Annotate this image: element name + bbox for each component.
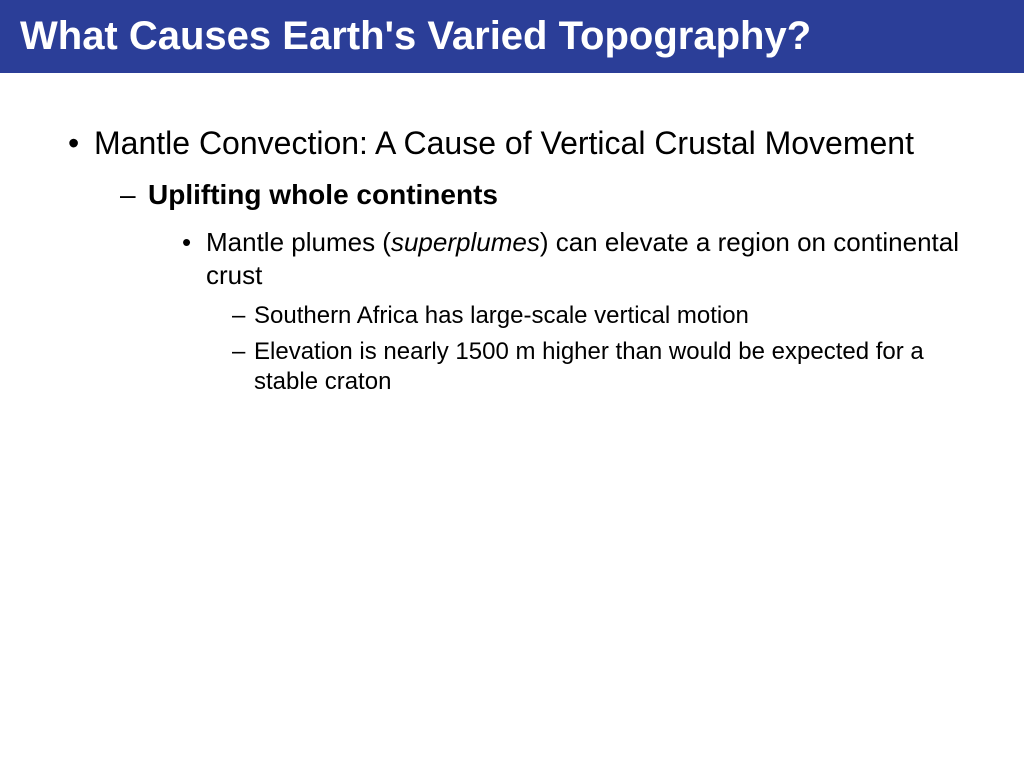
bullet-l4-item-2: Elevation is nearly 1500 m higher than w…	[228, 337, 964, 397]
bullet-list-l1: Mantle Convection: A Cause of Vertical C…	[60, 123, 964, 397]
bullet-list-l3: Mantle plumes (superplumes) can elevate …	[148, 226, 964, 397]
bullet-l4-text-2: Elevation is nearly 1500 m higher than w…	[254, 338, 924, 395]
bullet-l4-text-1: Southern Africa has large-scale vertical…	[254, 302, 749, 329]
bullet-l3-italic: superplumes	[391, 227, 540, 257]
title-bar: What Causes Earth's Varied Topography?	[0, 0, 1024, 73]
bullet-l2-item: Uplifting whole continents Mantle plumes…	[114, 177, 964, 397]
slide-title: What Causes Earth's Varied Topography?	[20, 14, 1004, 59]
slide: What Causes Earth's Varied Topography? M…	[0, 0, 1024, 768]
slide-body: Mantle Convection: A Cause of Vertical C…	[0, 73, 1024, 397]
bullet-list-l4: Southern Africa has large-scale vertical…	[206, 301, 964, 397]
bullet-list-l2: Uplifting whole continents Mantle plumes…	[94, 177, 964, 397]
bullet-l3-pre: Mantle plumes (	[206, 227, 391, 257]
bullet-l1-text: Mantle Convection: A Cause of Vertical C…	[94, 125, 914, 161]
bullet-l1-item: Mantle Convection: A Cause of Vertical C…	[60, 123, 964, 397]
bullet-l2-text: Uplifting whole continents	[148, 179, 498, 210]
bullet-l4-item-1: Southern Africa has large-scale vertical…	[228, 301, 964, 331]
bullet-l3-item: Mantle plumes (superplumes) can elevate …	[176, 226, 964, 397]
